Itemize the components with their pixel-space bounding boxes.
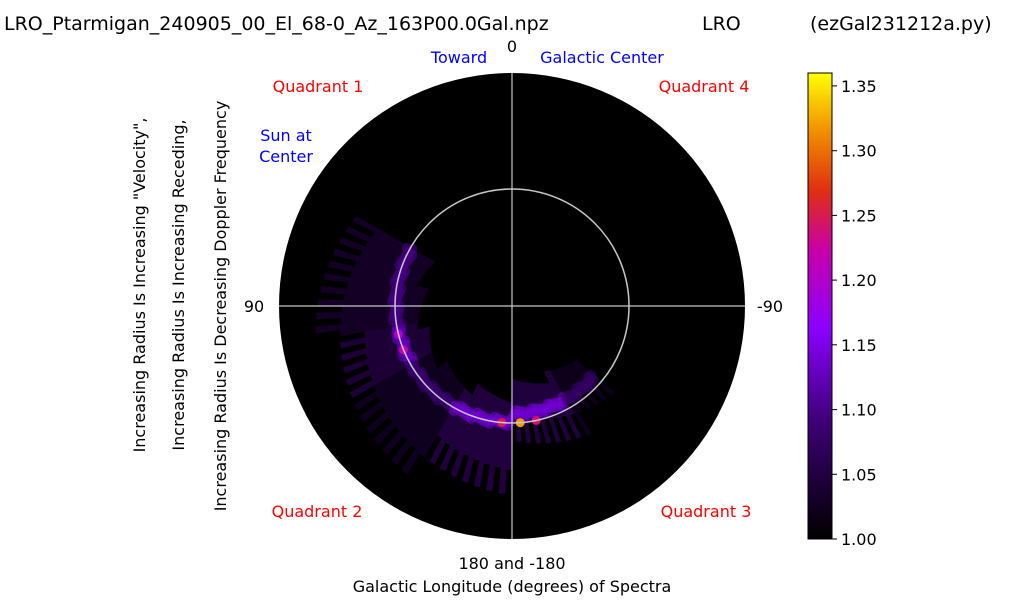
quadrant-1-label: Quadrant 1 [273,77,364,96]
colorbar-ticks: 1.00 1.05 1.10 1.15 1.20 1.25 1.30 1.35 [832,77,877,549]
title-center: LRO [702,13,741,35]
colorbar-tick-label: 1.15 [841,336,877,355]
colorbar-tick-label: 1.05 [841,465,877,484]
ylabel-line3: Increasing Radius Is Decreasing Doppler … [211,101,230,512]
emission-wedge [566,364,586,385]
colorbar-tick-label: 1.35 [841,77,877,96]
colorbar [807,72,833,540]
toward-label: Toward [430,48,487,67]
emission-cell [396,318,407,329]
grid-circle [394,188,630,424]
angle-label-top: 0 [507,37,517,56]
emission-cell [586,369,597,380]
sun-label-line2: Center [259,147,313,166]
colorbar-tick-label: 1.25 [841,206,877,225]
xlabel-line1: 180 and -180 [458,554,565,573]
ylabel-line1: Increasing Radius Is Increasing "Velocit… [130,118,149,453]
colorbar-tick-label: 1.10 [841,401,877,420]
angle-label-left: 90 [244,297,264,316]
emission-layer [315,216,615,494]
emission-wedge [371,232,433,267]
emission-wedge [365,241,428,272]
emission-wedge [439,383,481,472]
colorbar-tick-label: 1.00 [841,530,877,549]
quadrant-3-label: Quadrant 3 [661,502,752,521]
ylabel-line2: Increasing Radius Is Increasing Receding… [169,119,188,450]
emission-wedge [346,282,426,297]
emission-wedge [344,294,424,303]
emission-wedge [463,389,488,456]
emission-wedge [402,374,457,440]
xlabel-line2: Galactic Longitude (degrees) of Spectra [353,577,672,596]
quadrant-4-label: Quadrant 4 [659,77,750,96]
colorbar-tick-label: 1.20 [841,271,877,290]
quadrant-2-label: Quadrant 2 [272,502,363,521]
sun-label-line1: Sun at [260,126,312,145]
emission-wedge [395,369,454,431]
emission-wedge [473,393,494,461]
emission-wedge [543,382,572,442]
emission-wedge [388,363,451,422]
angle-label-right: -90 [757,297,783,316]
emission-wedge [560,366,579,388]
title-script: (ezGal231212a.py) [810,13,992,35]
title-file: LRO_Ptarmigan_240905_00_El_68-0_Az_163P0… [4,13,549,35]
emission-wedge [555,368,572,391]
colorbar-tick-label: 1.30 [841,142,877,161]
galactic-center-label: Galactic Center [540,48,664,67]
